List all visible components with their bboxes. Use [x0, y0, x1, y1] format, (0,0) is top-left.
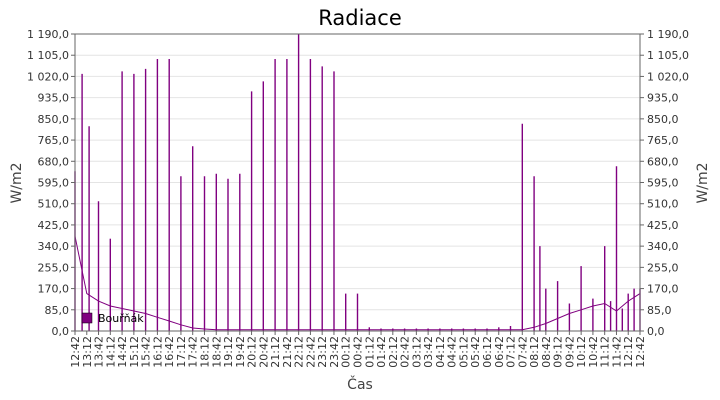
y-tick-label-right: 1 105,0 — [647, 49, 689, 62]
x-tick-label: 07:12 — [505, 336, 518, 368]
y-axis-left: 0,0 85,0 170,0 255,0 340,0 425,0 510,0 595,0 680… — [27, 28, 75, 338]
x-tick-label: 07:42 — [516, 336, 529, 368]
y-tick-label-left: 85,0 — [45, 304, 70, 317]
y-tick-label-left: 935,0 — [38, 92, 70, 105]
y-tick-label-left: 340,0 — [38, 240, 70, 253]
x-tick-label: 06:12 — [481, 336, 494, 368]
x-tick-label: 01:12 — [363, 336, 376, 368]
x-tick-label: 15:12 — [128, 336, 141, 368]
x-tick-label: 13:42 — [93, 336, 106, 368]
legend: Bouřňák — [81, 312, 144, 325]
y-tick-label-left: 850,0 — [38, 113, 70, 126]
x-tick-label: 03:42 — [422, 336, 435, 368]
x-tick-label: 18:42 — [210, 336, 223, 368]
y-tick-label-right: 1 020,0 — [647, 70, 689, 83]
x-tick-label: 11:42 — [610, 336, 623, 368]
x-tick-label: 05:42 — [469, 336, 482, 368]
y-tick-label-left: 680,0 — [38, 155, 70, 168]
x-tick-label: 11:12 — [599, 336, 612, 368]
x-tick-label: 14:42 — [116, 336, 129, 368]
y-tick-label-right: 1 190,0 — [647, 28, 689, 41]
x-tick-label: 08:42 — [540, 336, 553, 368]
x-tick-label: 19:12 — [222, 336, 235, 368]
x-tick-label: 05:12 — [457, 336, 470, 368]
x-tick-label: 03:12 — [410, 336, 423, 368]
y-tick-label-right: 850,0 — [647, 113, 679, 126]
y-tick-label-left: 1 190,0 — [27, 28, 69, 41]
x-tick-label: 12:12 — [622, 336, 635, 368]
y-tick-label-left: 595,0 — [38, 177, 70, 190]
x-tick-label: 02:12 — [387, 336, 400, 368]
x-tick-label: 02:42 — [399, 336, 412, 368]
y-tick-label-left: 255,0 — [38, 261, 70, 274]
grid-layer — [75, 33, 640, 332]
x-tick-label: 04:42 — [446, 336, 459, 368]
x-tick-label: 00:12 — [340, 336, 353, 368]
x-tick-label: 23:12 — [316, 336, 329, 368]
y-tick-label-right: 255,0 — [647, 261, 679, 274]
x-tick-label: 13:12 — [81, 336, 94, 368]
legend-swatch — [81, 312, 93, 324]
y-tick-label-right: 170,0 — [647, 283, 679, 296]
x-tick-label: 12:42 — [69, 336, 82, 368]
x-tick-label: 09:12 — [552, 336, 565, 368]
x-tick-label: 09:42 — [563, 336, 576, 368]
x-tick-label: 23:42 — [328, 336, 341, 368]
legend-label: Bouřňák — [98, 312, 144, 325]
x-tick-label: 01:42 — [375, 336, 388, 368]
x-tick-label: 17:42 — [187, 336, 200, 368]
y-tick-label-right: 425,0 — [647, 219, 679, 232]
x-axis-title: Čas — [347, 375, 373, 393]
x-tick-label: 12:42 — [634, 336, 647, 368]
y-axis-title-left: W/m2 — [9, 162, 25, 203]
x-tick-label: 22:42 — [304, 336, 317, 368]
y-tick-label-right: 935,0 — [647, 92, 679, 105]
x-tick-label: 06:42 — [493, 336, 506, 368]
series-layer — [74, 34, 641, 331]
x-tick-label: 18:12 — [198, 336, 211, 368]
x-tick-label: 20:12 — [246, 336, 259, 368]
chart-title: Radiace — [318, 6, 402, 30]
x-tick-label: 16:12 — [151, 336, 164, 368]
x-tick-label: 19:42 — [234, 336, 247, 368]
x-tick-label: 04:12 — [434, 336, 447, 368]
y-tick-label-left: 510,0 — [38, 198, 70, 211]
y-tick-label-right: 680,0 — [647, 155, 679, 168]
x-tick-label: 00:42 — [352, 336, 365, 368]
y-tick-label-left: 425,0 — [38, 219, 70, 232]
x-tick-label: 08:12 — [528, 336, 541, 368]
x-tick-label: 20:42 — [257, 336, 270, 368]
y-tick-label-left: 765,0 — [38, 134, 70, 147]
x-tick-label: 22:12 — [293, 336, 306, 368]
y-tick-label-right: 765,0 — [647, 134, 679, 147]
y-tick-label-left: 1 105,0 — [27, 49, 69, 62]
x-tick-label: 10:12 — [575, 336, 588, 368]
x-tick-label: 14:12 — [104, 336, 117, 368]
y-tick-label-left: 1 020,0 — [27, 70, 69, 83]
y-axis-right: 0,0 85,0 170,0 255,0 340,0 425,0 510,0 595,0 680… — [640, 28, 689, 338]
y-tick-label-right: 85,0 — [647, 304, 672, 317]
x-tick-label: 15:42 — [140, 336, 153, 368]
x-axis: 12:4213:1213:4214:1214:4215:1215:4216:12… — [69, 331, 647, 368]
y-tick-label-right: 0,0 — [647, 325, 665, 338]
y-tick-label-left: 170,0 — [38, 283, 70, 296]
y-tick-label-right: 510,0 — [647, 198, 679, 211]
x-tick-label: 16:42 — [163, 336, 176, 368]
y-tick-label-right: 340,0 — [647, 240, 679, 253]
x-tick-label: 21:42 — [281, 336, 294, 368]
y-axis-title-right: W/m2 — [695, 162, 711, 203]
x-tick-label: 10:42 — [587, 336, 600, 368]
x-tick-label: 17:12 — [175, 336, 188, 368]
y-tick-label-left: 0,0 — [52, 325, 70, 338]
y-tick-label-right: 595,0 — [647, 177, 679, 190]
x-tick-label: 21:12 — [269, 336, 282, 368]
